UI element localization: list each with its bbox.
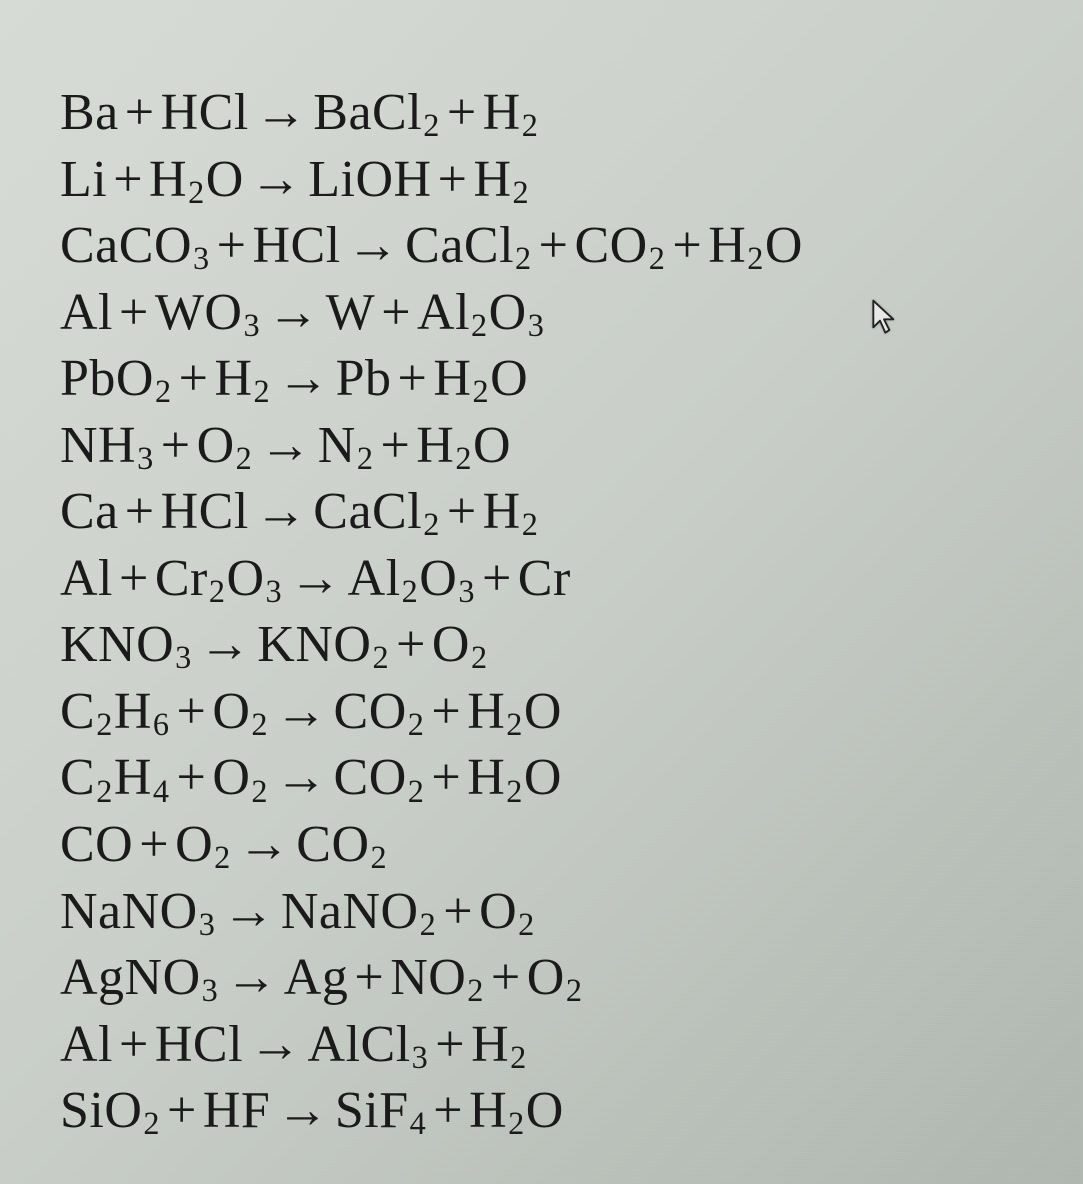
equations-sheet: Ba+HCl→BaCl2+H2Li+H2O→LiOH+H2CaCO3+HCl→C… (60, 80, 1020, 1145)
equation-row: CO+O2→CO2 (60, 812, 1020, 879)
equation-row: AgNO3→Ag+NO2+O2 (60, 945, 1020, 1012)
equation-row: C2H6+O2→CO2+H2O (60, 679, 1020, 746)
equation-row: Li+H2O→LiOH+H2 (60, 147, 1020, 214)
equation-list: Ba+HCl→BaCl2+H2Li+H2O→LiOH+H2CaCO3+HCl→C… (60, 80, 1020, 1145)
equation-row: Al+HCl→AlCl3+H2 (60, 1012, 1020, 1079)
equation-row: PbO2+H2→Pb+H2O (60, 346, 1020, 413)
equation-row: Al+WO3→W+Al2O3 (60, 280, 1020, 347)
equation-row: Al+Cr2O3→Al2O3+Cr (60, 546, 1020, 613)
equation-row: KNO3→KNO2+O2 (60, 612, 1020, 679)
equation-row: CaCO3+HCl→CaCl2+CO2+H2O (60, 213, 1020, 280)
equation-row: Ca+HCl→CaCl2+H2 (60, 479, 1020, 546)
equation-row: SiO2+HF→SiF4+H2O (60, 1078, 1020, 1145)
equation-row: NaNO3→NaNO2+O2 (60, 879, 1020, 946)
equation-row: C2H4+O2→CO2+H2O (60, 745, 1020, 812)
equation-row: Ba+HCl→BaCl2+H2 (60, 80, 1020, 147)
equation-row: NH3+O2→N2+H2O (60, 413, 1020, 480)
